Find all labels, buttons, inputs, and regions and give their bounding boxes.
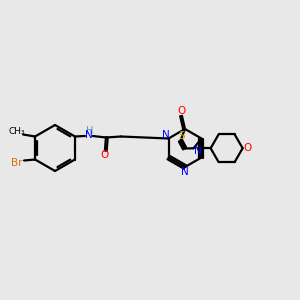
Text: N: N bbox=[162, 130, 170, 140]
Text: S: S bbox=[178, 130, 185, 141]
Text: N: N bbox=[85, 130, 93, 140]
Text: O: O bbox=[101, 151, 109, 160]
Text: O: O bbox=[244, 143, 252, 153]
Text: Br: Br bbox=[11, 158, 23, 167]
Text: N: N bbox=[181, 167, 189, 177]
Text: O: O bbox=[178, 106, 186, 116]
Text: CH₃: CH₃ bbox=[9, 127, 26, 136]
Text: H: H bbox=[86, 125, 94, 136]
Text: N: N bbox=[194, 146, 202, 156]
